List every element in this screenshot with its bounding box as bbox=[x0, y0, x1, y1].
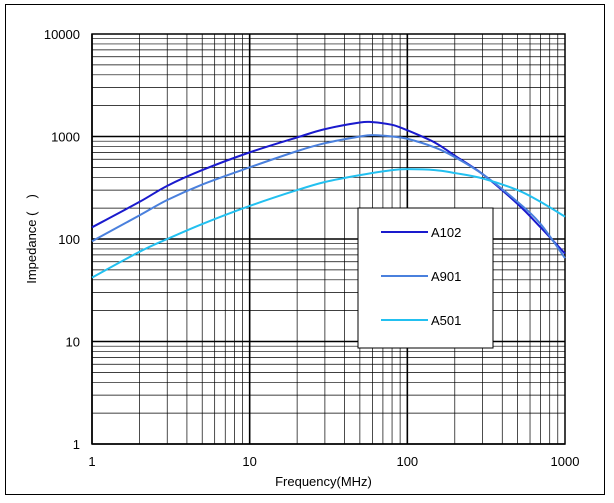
y-tick-label: 10000 bbox=[44, 27, 80, 42]
legend-label: A501 bbox=[431, 313, 461, 328]
y-tick-label: 1 bbox=[73, 437, 80, 452]
y-axis-label: Impedance ( ) bbox=[24, 194, 39, 284]
plot-area-border bbox=[91, 33, 566, 445]
y-tick-label: 10 bbox=[66, 335, 80, 350]
series-layer bbox=[91, 120, 566, 279]
x-tick-label: 1000 bbox=[551, 454, 580, 469]
x-tick-label: 100 bbox=[396, 454, 418, 469]
legend: A102 A901 A501 bbox=[357, 207, 494, 349]
legend-box bbox=[357, 207, 494, 349]
y-tick-label: 100 bbox=[58, 232, 80, 247]
y-tick-label: 1000 bbox=[51, 130, 80, 145]
x-axis-label: Frequency(MHz) bbox=[275, 474, 372, 489]
x-tick-label: 10 bbox=[242, 454, 256, 469]
series-line-a501 bbox=[91, 168, 566, 279]
tick-labels: 1 10 100 1000 1 10 100 1000 10000 bbox=[44, 27, 580, 469]
legend-label: A901 bbox=[431, 269, 461, 284]
x-tick-label: 1 bbox=[88, 454, 95, 469]
legend-label: A102 bbox=[431, 225, 461, 240]
